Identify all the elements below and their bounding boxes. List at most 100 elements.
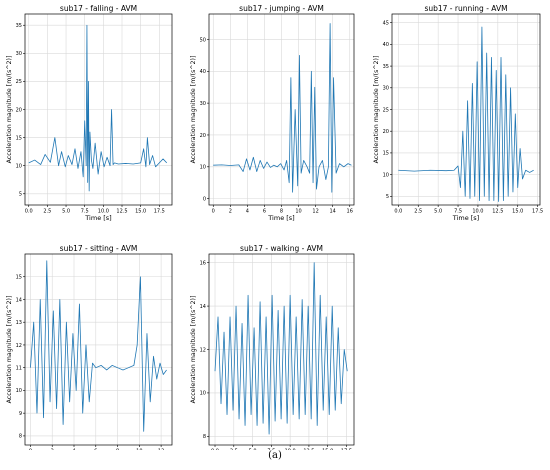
x-tick-label: 8 — [116, 449, 119, 451]
subplot-title: sub17 - sitting - AVM — [60, 244, 138, 253]
y-tick-label: 30 — [16, 51, 22, 57]
y-tick-label: 20 — [383, 129, 389, 135]
x-tick-label: 5.0 — [62, 209, 70, 215]
x-tick-label: 10.0 — [285, 449, 296, 451]
x-tick-label: 8 — [280, 209, 283, 215]
x-tick-label: 0 — [29, 449, 32, 451]
x-tick-label: 0.0 — [394, 209, 402, 215]
y-tick-label: 10 — [200, 165, 206, 171]
y-tick-label: 30 — [383, 86, 389, 92]
x-tick-label: 0.0 — [25, 209, 33, 215]
y-tick-label: 12 — [16, 343, 22, 349]
y-tick-label: 10 — [16, 163, 22, 169]
plot-frame — [24, 253, 173, 446]
x-tick-label: 14 — [329, 209, 335, 215]
y-tick-label: 8 — [19, 434, 22, 440]
series-line — [398, 26, 534, 202]
x-tick-label: 12.5 — [303, 449, 314, 451]
x-tick-label: 10 — [295, 209, 301, 215]
x-tick-label: 10 — [136, 449, 142, 451]
x-tick-label: 5.0 — [249, 449, 257, 451]
subplot-title: sub17 - walking - AVM — [240, 244, 323, 253]
y-tick-label: 40 — [200, 69, 206, 75]
y-tick-label: 15 — [383, 151, 389, 157]
y-tick-label: 35 — [383, 64, 389, 70]
subplot-2: 0 2 4 6 8 10 12 14 16 0 10 20 30 40 50 sub17 - jumping … — [190, 4, 355, 222]
y-tick-label: 5 — [19, 192, 22, 198]
x-tick-label: 6 — [94, 449, 97, 451]
y-axis-label: Acceleration magnitude [m/(s^2)] — [190, 296, 197, 404]
subplot-5: 0.0 2.5 5.0 7.5 10.0 12.5 15.0 17.5 8 10 12 14 16 sub… — [190, 244, 355, 451]
series-line — [213, 23, 352, 193]
series-line — [214, 262, 348, 435]
y-axis-label: Acceleration magnitude [m/(s^2)] — [190, 56, 197, 164]
y-tick-label: 9 — [19, 411, 22, 417]
x-tick-label: 0.0 — [211, 449, 219, 451]
y-tick-label: 14 — [200, 304, 206, 310]
y-axis-label: Acceleration magnitude [m/(s^2)] — [6, 296, 13, 404]
y-tick-label: 0 — [203, 196, 206, 202]
y-tick-label: 45 — [383, 20, 389, 26]
figure-canvas: 0.0 2.5 5.0 7.5 10.0 12.5 15.0 17.5510152025303… — [6, 4, 543, 451]
subplot-4: 0 2 4 6 8 10 12 8 9 10 11 12 13 14 15 sub17 - sitting -… — [6, 244, 173, 451]
subplot-1: 0.0 2.5 5.0 7.5 10.0 12.5 15.0 17.5 5 10 15 20 25 30 3… — [6, 4, 173, 222]
x-tick-label: 2.5 — [414, 209, 422, 215]
y-tick-label: 40 — [383, 42, 389, 48]
y-tick-label: 15 — [16, 135, 22, 141]
x-tick-label: 7.5 — [267, 449, 275, 451]
subplot-3: 0.0 2.5 5.0 7.5 10.0 12.5 15.0 17.5 5 10 15 20 25 30 3… — [373, 4, 543, 222]
x-tick-label: 17.5 — [341, 449, 352, 451]
subplot-title: sub17 - running - AVM — [424, 4, 507, 13]
x-axis-label: Time [s] — [84, 214, 111, 222]
x-tick-label: 0 — [212, 209, 215, 215]
y-axis-label: Acceleration magnitude [m/(s^2)] — [6, 56, 13, 164]
subplot-title: sub17 - falling - AVM — [60, 4, 137, 13]
x-tick-label: 7.5 — [81, 209, 89, 215]
x-axis-label: Time [s] — [267, 214, 294, 222]
y-tick-label: 16 — [200, 260, 206, 266]
series-line — [28, 24, 168, 192]
y-tick-label: 15 — [16, 275, 22, 281]
y-tick-label: 14 — [16, 297, 22, 303]
x-axis-label: Time [s] — [452, 214, 479, 222]
x-tick-label: 2 — [51, 449, 54, 451]
x-tick-label: 7.5 — [454, 209, 462, 215]
y-tick-label: 13 — [16, 320, 22, 326]
x-tick-label: 5.0 — [434, 209, 442, 215]
x-tick-label: 2.5 — [230, 449, 238, 451]
x-tick-label: 15.0 — [512, 209, 523, 215]
y-tick-label: 50 — [200, 37, 206, 43]
y-tick-label: 11 — [16, 365, 22, 371]
x-tick-label: 12 — [312, 209, 318, 215]
y-tick-label: 12 — [200, 347, 206, 353]
y-tick-label: 20 — [200, 133, 206, 139]
x-tick-label: 15.0 — [135, 209, 146, 215]
x-tick-label: 12.5 — [492, 209, 503, 215]
series-line — [30, 260, 167, 432]
y-tick-label: 10 — [16, 388, 22, 394]
x-tick-label: 4 — [72, 449, 75, 451]
subplot-title: sub17 - jumping - AVM — [239, 4, 324, 13]
figure-caption: (a) — [268, 450, 282, 461]
x-tick-label: 10.0 — [98, 209, 109, 215]
x-tick-label: 6 — [263, 209, 266, 215]
x-tick-label: 2 — [229, 209, 232, 215]
y-tick-label: 20 — [16, 107, 22, 113]
y-tick-label: 30 — [200, 101, 206, 107]
x-tick-label: 16 — [347, 209, 353, 215]
x-tick-label: 2.5 — [43, 209, 51, 215]
x-tick-label: 10.0 — [472, 209, 483, 215]
x-tick-label: 15.0 — [322, 449, 333, 451]
x-tick-label: 12.5 — [116, 209, 127, 215]
x-tick-label: 12 — [158, 449, 164, 451]
y-tick-label: 10 — [200, 391, 206, 397]
x-tick-label: 4 — [246, 209, 249, 215]
y-tick-label: 8 — [203, 434, 206, 440]
y-tick-label: 5 — [386, 194, 389, 200]
x-tick-label: 17.5 — [532, 209, 543, 215]
x-tick-label: 17.5 — [154, 209, 165, 215]
y-tick-label: 35 — [16, 23, 22, 29]
y-tick-label: 10 — [383, 172, 389, 178]
y-tick-label: 25 — [16, 79, 22, 85]
y-axis-label: Acceleration magnitude [m/(s^2)] — [373, 56, 380, 164]
